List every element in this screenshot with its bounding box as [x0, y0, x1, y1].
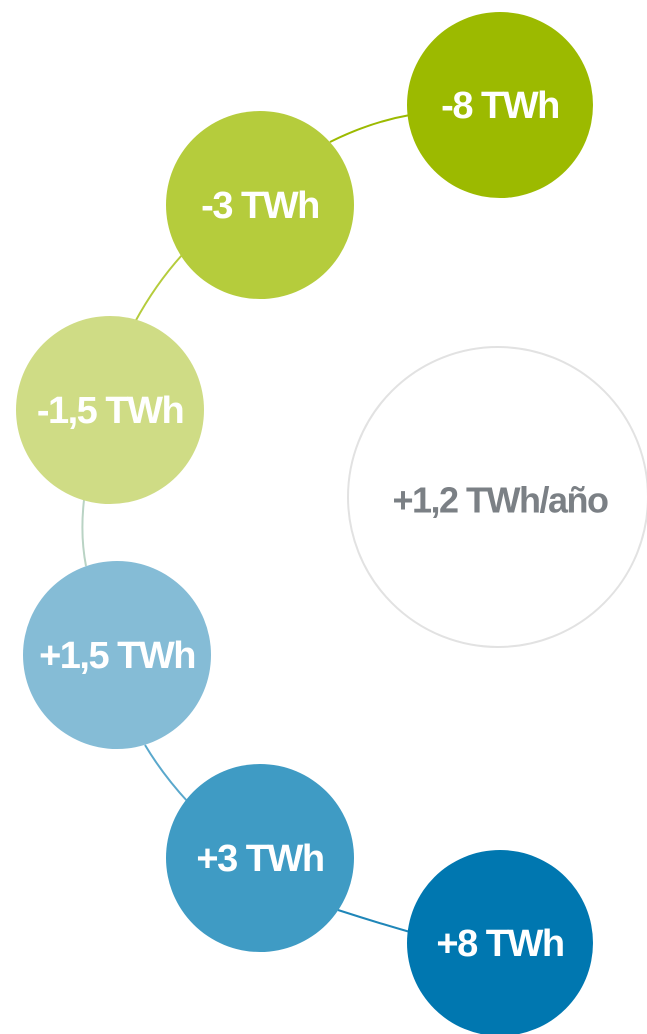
node-circle [407, 850, 593, 1034]
node-circle [407, 12, 593, 198]
node-label: +3 TWh [196, 838, 323, 880]
center-circle [347, 346, 647, 648]
node-label: +1,5 TWh [39, 635, 195, 677]
node-label: -8 TWh [441, 85, 559, 127]
node-circle [166, 111, 354, 299]
connector [144, 744, 189, 803]
connector [134, 254, 183, 323]
connector [81, 499, 87, 567]
connector [329, 114, 411, 143]
node-label: -1,5 TWh [37, 390, 183, 432]
center-label: +1,2 TWh/año [392, 480, 608, 521]
node-circle [23, 561, 211, 749]
nodes: -8 TWh -3 TWh -1,5 TWh +1,5 TWh +3 TWh +8 TWh [16, 12, 593, 1034]
connector [337, 909, 411, 933]
node-circle [166, 764, 354, 952]
node-circle [16, 316, 204, 504]
node-label: -3 TWh [201, 185, 319, 227]
node-label: +8 TWh [436, 923, 563, 965]
